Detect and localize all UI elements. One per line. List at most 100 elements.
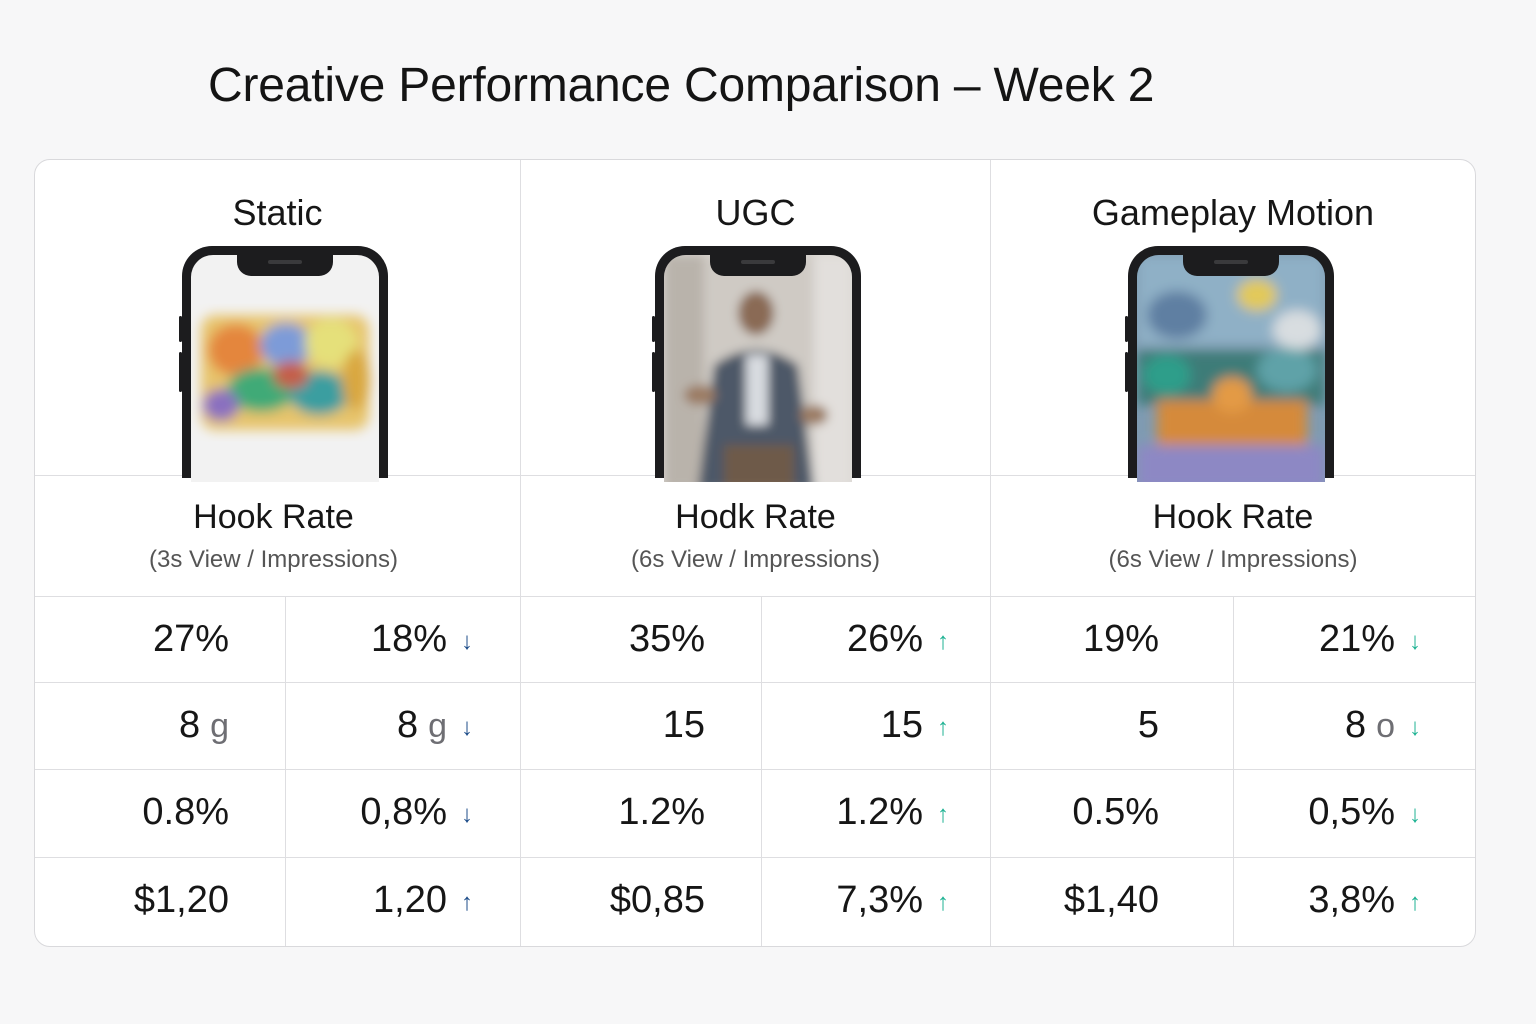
arrow-down-icon: ↓ xyxy=(1409,628,1421,655)
phone-speaker xyxy=(1214,260,1248,264)
metric-title: Hook Rate xyxy=(193,498,354,536)
value-text: 1,20 xyxy=(373,879,447,921)
value-text: 19% xyxy=(1082,618,1159,660)
page-title: Creative Performance Comparison – Week 2 xyxy=(208,59,1155,112)
value-text: 26% xyxy=(846,618,923,660)
value-text: $0,85 xyxy=(609,879,705,921)
phone-preview-gameplay[interactable] xyxy=(1125,246,1334,482)
value-text: 27% xyxy=(152,618,229,660)
metric-header-ugc: Hodk Rate (6s View / Impressions) xyxy=(521,476,990,596)
phone-speaker xyxy=(268,260,302,264)
metric-value-current: $1,20 xyxy=(134,857,229,944)
metric-value-current: 5 xyxy=(1138,682,1159,769)
value-text: 35% xyxy=(628,618,705,660)
metric-value-current: 0.8% xyxy=(142,769,229,856)
value-text: 3,8% xyxy=(1308,879,1395,921)
metric-header-static: Hook Rate (3s View / Impressions) xyxy=(35,476,520,596)
cell-divider xyxy=(1233,596,1234,946)
metric-value-compare: 21% ↓ xyxy=(1319,596,1421,683)
phone-preview-ugc[interactable] xyxy=(652,246,861,482)
metric-title: Hodk Rate xyxy=(675,498,836,536)
metric-value-current: 19% xyxy=(1083,596,1159,683)
metric-value-compare: 15 ↑ xyxy=(881,682,949,769)
value-text: 15 xyxy=(880,704,923,746)
arrow-up-icon: ↑ xyxy=(937,801,949,828)
arrow-up-icon: ↑ xyxy=(461,889,473,916)
metric-value-current: 0.5% xyxy=(1072,769,1159,856)
value-text: 21% xyxy=(1318,618,1395,660)
value-text: 7,3% xyxy=(836,879,923,921)
metric-value-compare: 1,20 ↑ xyxy=(373,857,473,944)
metric-subtitle: (6s View / Impressions) xyxy=(1108,546,1358,573)
phone-notch xyxy=(1183,254,1279,276)
value-unit: o xyxy=(1376,707,1395,745)
metric-value-current: 35% xyxy=(629,596,705,683)
column-divider xyxy=(520,160,521,946)
creative-header-ugc: UGC xyxy=(521,160,990,482)
metric-value-current: 1.2% xyxy=(618,769,705,856)
creative-thumbnail xyxy=(664,255,852,482)
value-text: $1,40 xyxy=(1063,879,1159,921)
arrow-up-icon: ↑ xyxy=(937,714,949,741)
value-text: 0.5% xyxy=(1072,791,1159,833)
row-divider xyxy=(35,769,1475,770)
row-divider xyxy=(35,857,1475,858)
metric-value-current: $1,40 xyxy=(1064,857,1159,944)
creative-header-static: Static xyxy=(35,160,520,482)
arrow-down-icon: ↓ xyxy=(1409,714,1421,741)
value-unit: g xyxy=(428,707,447,745)
value-text: $1,20 xyxy=(133,879,229,921)
value-text: 8 xyxy=(396,704,419,746)
metric-value-compare: 0,5% ↓ xyxy=(1308,769,1421,856)
comparison-table: Static xyxy=(34,159,1476,947)
column-divider xyxy=(990,160,991,946)
metric-value-compare: 8 o ↓ xyxy=(1345,682,1421,769)
arrow-down-icon: ↓ xyxy=(461,628,473,655)
metric-value-current: 27% xyxy=(153,596,229,683)
arrow-down-icon: ↓ xyxy=(461,714,473,741)
arrow-up-icon: ↑ xyxy=(1409,889,1421,916)
metric-value-compare: 0,8% ↓ xyxy=(360,769,473,856)
value-unit: g xyxy=(210,707,229,745)
value-text: 8 xyxy=(1344,704,1367,746)
creative-name: Gameplay Motion xyxy=(1091,192,1375,233)
arrow-up-icon: ↑ xyxy=(937,889,949,916)
metric-value-compare: 7,3% ↑ xyxy=(836,857,949,944)
creative-name: UGC xyxy=(715,192,796,233)
metric-value-compare: 8 g ↓ xyxy=(397,682,473,769)
value-text: 1.2% xyxy=(836,791,923,833)
metric-value-compare: 1.2% ↑ xyxy=(836,769,949,856)
creative-name: Static xyxy=(232,192,323,233)
value-text: 15 xyxy=(662,704,705,746)
metric-value-compare: 18% ↓ xyxy=(371,596,473,683)
value-text: 1.2% xyxy=(618,791,705,833)
cell-divider xyxy=(285,596,286,946)
metric-value-compare: 3,8% ↑ xyxy=(1308,857,1421,944)
arrow-down-icon: ↓ xyxy=(461,801,473,828)
value-text: 0,5% xyxy=(1308,791,1395,833)
row-divider xyxy=(35,596,1475,597)
arrow-up-icon: ↑ xyxy=(937,628,949,655)
phone-speaker xyxy=(741,260,775,264)
metric-value-current: $0,85 xyxy=(610,857,705,944)
metric-title: Hook Rate xyxy=(1152,498,1314,536)
metric-value-current: 15 xyxy=(663,682,705,769)
value-text: 0.8% xyxy=(142,791,229,833)
creative-thumbnail xyxy=(191,255,379,482)
metric-subtitle: (6s View / Impressions) xyxy=(631,546,880,573)
creative-header-gameplay: Gameplay Motion xyxy=(991,160,1475,482)
metric-header-gameplay: Hook Rate (6s View / Impressions) xyxy=(991,476,1475,596)
metric-value-compare: 26% ↑ xyxy=(847,596,949,683)
value-text: 18% xyxy=(370,618,447,660)
row-divider xyxy=(35,682,1475,683)
cell-divider xyxy=(761,596,762,946)
phone-notch xyxy=(710,254,806,276)
metric-subtitle: (3s View / Impressions) xyxy=(149,546,398,573)
arrow-down-icon: ↓ xyxy=(1409,801,1421,828)
creative-thumbnail xyxy=(1137,255,1325,482)
value-text: 8 xyxy=(178,704,201,746)
phone-preview-static[interactable] xyxy=(179,246,388,482)
value-text: 5 xyxy=(1137,704,1159,746)
value-text: 0,8% xyxy=(360,791,447,833)
